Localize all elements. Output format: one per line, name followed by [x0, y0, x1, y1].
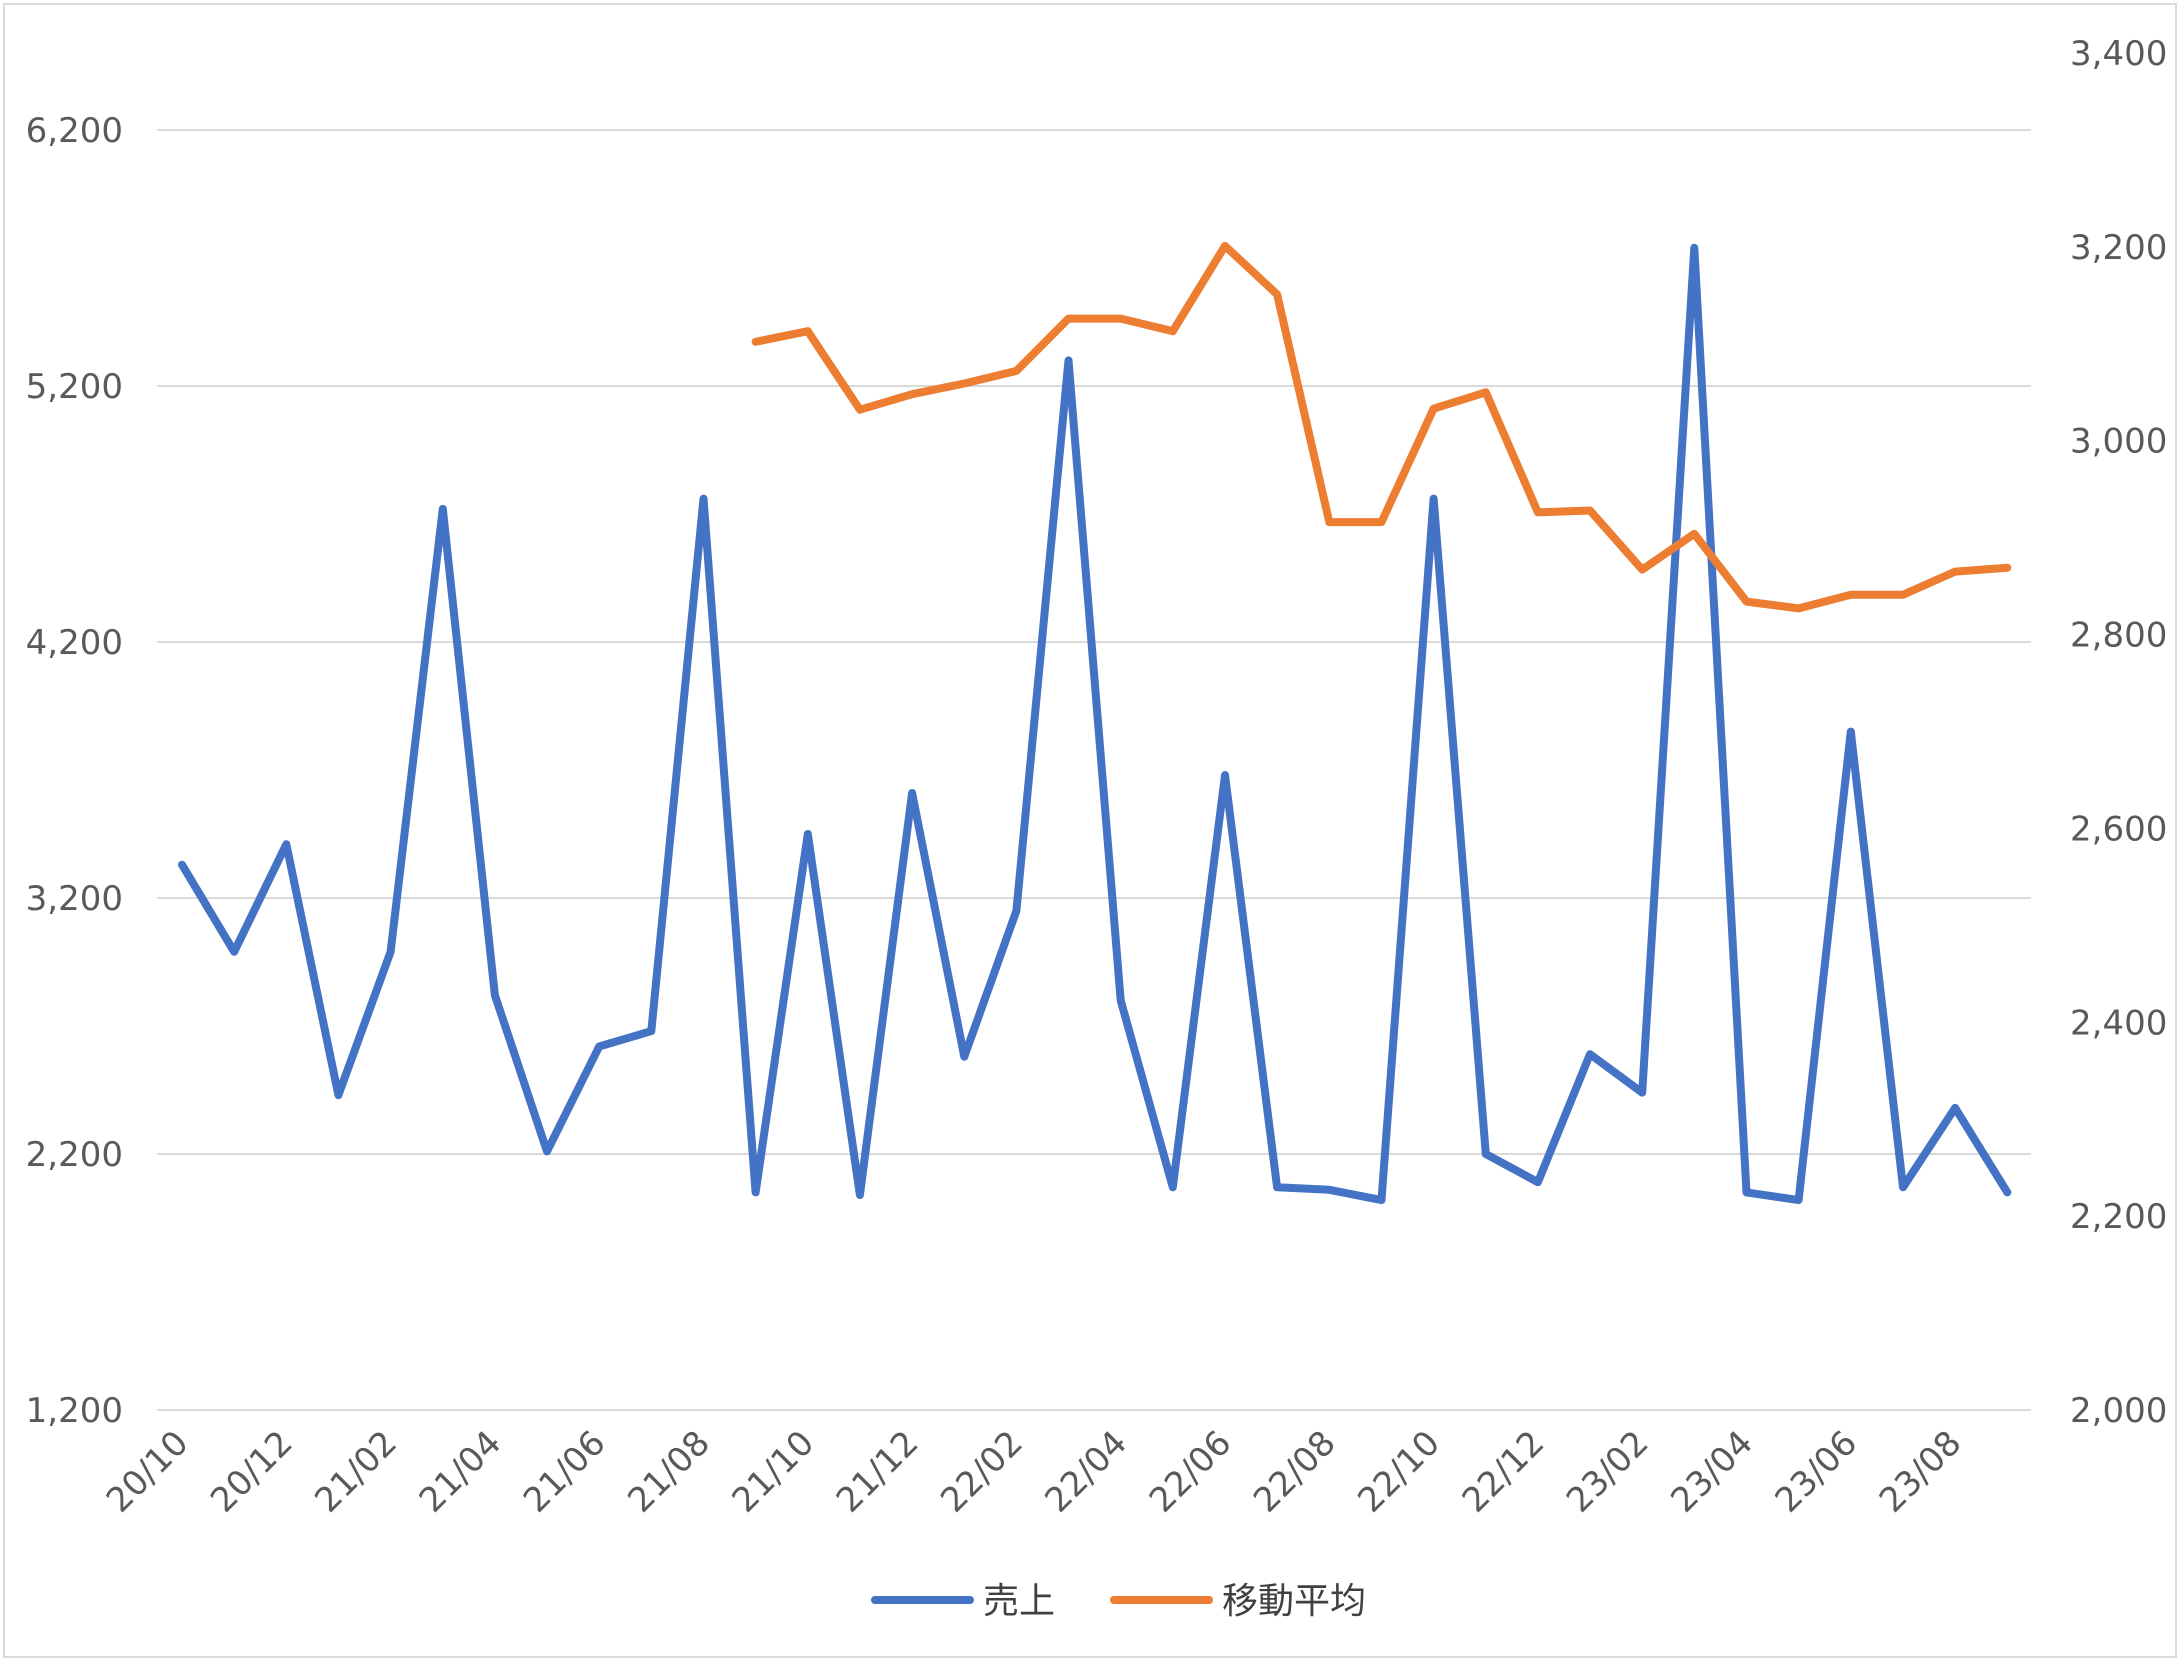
legend-label: 移動平均 [1222, 1581, 1366, 1622]
line-chart: 1,200 2,200 3,200 4,200 5,200 6,200 2,000 2,20… [26, 34, 2168, 1622]
x-tick-label: 21/08 [620, 1423, 718, 1521]
right-tick-label: 3,400 [2070, 34, 2167, 74]
x-tick-label: 20/10 [99, 1423, 197, 1521]
x-tick-label: 22/12 [1455, 1423, 1553, 1521]
right-axis-tick-labels: 2,000 2,200 2,400 2,600 2,800 3,000 3,200 3,400 [2070, 34, 2167, 1431]
x-tick-label: 23/08 [1872, 1423, 1970, 1521]
left-axis-tick-labels: 1,200 2,200 3,200 4,200 5,200 6,200 [26, 111, 123, 1431]
series-line-sales [178, 243, 2012, 1205]
left-tick-label: 1,200 [26, 1391, 123, 1431]
x-tick-label: 21/06 [516, 1423, 614, 1521]
x-tick-label: 21/12 [829, 1423, 927, 1521]
right-tick-label: 2,000 [2070, 1391, 2167, 1431]
x-tick-label: 21/10 [725, 1423, 823, 1521]
chart-frame: 1,200 2,200 3,200 4,200 5,200 6,200 2,000 2,20… [3, 3, 2177, 1658]
x-tick-label: 22/06 [1142, 1423, 1240, 1521]
x-tick-label: 22/02 [933, 1423, 1031, 1521]
left-tick-label: 3,200 [26, 879, 123, 919]
right-tick-label: 3,000 [2070, 422, 2167, 462]
x-tick-label: 23/06 [1768, 1423, 1866, 1521]
gridlines [157, 129, 2031, 1411]
x-tick-label: 21/02 [307, 1423, 405, 1521]
series-line-moving-average [751, 241, 2012, 613]
x-tick-label: 22/10 [1350, 1423, 1448, 1521]
right-tick-label: 2,600 [2070, 809, 2167, 849]
left-tick-label: 4,200 [26, 623, 123, 663]
right-tick-label: 2,400 [2070, 1003, 2167, 1043]
x-tick-label: 22/08 [1246, 1423, 1344, 1521]
x-axis-tick-labels: 20/10 20/12 21/02 21/04 21/06 21/08 21/10 21/12… [99, 1423, 1970, 1521]
right-tick-label: 2,800 [2070, 616, 2167, 656]
legend-label: 売上 [983, 1581, 1055, 1622]
x-tick-label: 22/04 [1037, 1423, 1135, 1521]
x-tick-label: 23/04 [1663, 1423, 1761, 1521]
left-tick-label: 2,200 [26, 1135, 123, 1175]
x-tick-label: 20/12 [203, 1423, 301, 1521]
left-tick-label: 5,200 [26, 367, 123, 407]
right-tick-label: 3,200 [2070, 228, 2167, 268]
x-tick-label: 21/04 [412, 1423, 510, 1521]
right-tick-label: 2,200 [2070, 1197, 2167, 1237]
legend: 売上 移動平均 [871, 1581, 1366, 1622]
x-tick-label: 23/02 [1559, 1423, 1657, 1521]
series-lines [178, 241, 2012, 1205]
left-tick-label: 6,200 [26, 111, 123, 151]
